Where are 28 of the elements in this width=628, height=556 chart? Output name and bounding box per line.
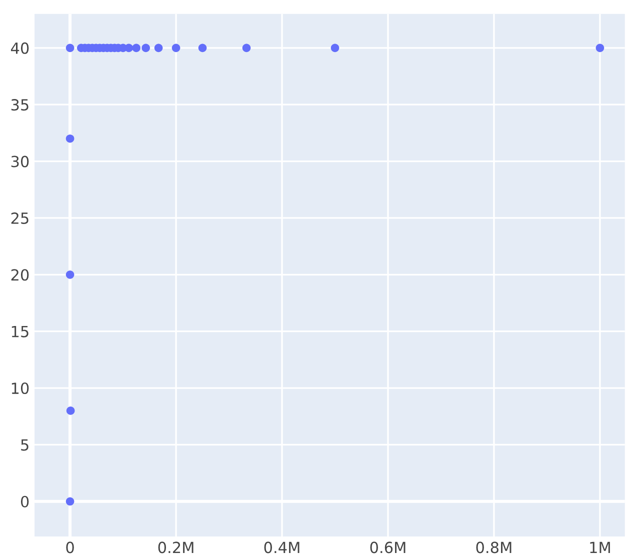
point [142,44,150,52]
point [66,134,74,143]
y-tick-label: 5 [21,439,28,451]
point [66,44,74,52]
y-tick-label: 10 [12,382,29,394]
y-tick-label: 35 [11,99,28,111]
y-tick-label: 30 [11,156,29,168]
point [66,406,75,415]
x-tick-label: 0 [66,542,74,554]
point [242,44,251,52]
y-tick-label: 15 [12,326,28,338]
y-tick-label: 25 [11,212,28,224]
point [198,44,207,52]
point [596,44,604,52]
point [154,44,163,52]
x-tick-label: 0.8M [476,542,512,554]
point [132,44,140,52]
point [66,497,74,506]
x-tick-label: 1M [590,542,610,554]
point [66,270,74,279]
point [330,44,340,52]
point [172,44,180,52]
x-tick-label: 0.4M [264,542,300,554]
y-tick-label: 20 [11,269,29,281]
x-tick-label: 0.6M [370,542,406,554]
x-tick-label: 0.2M [158,542,194,554]
y-tick-label: 40 [10,42,29,54]
y-tick-label: 0 [20,496,29,508]
